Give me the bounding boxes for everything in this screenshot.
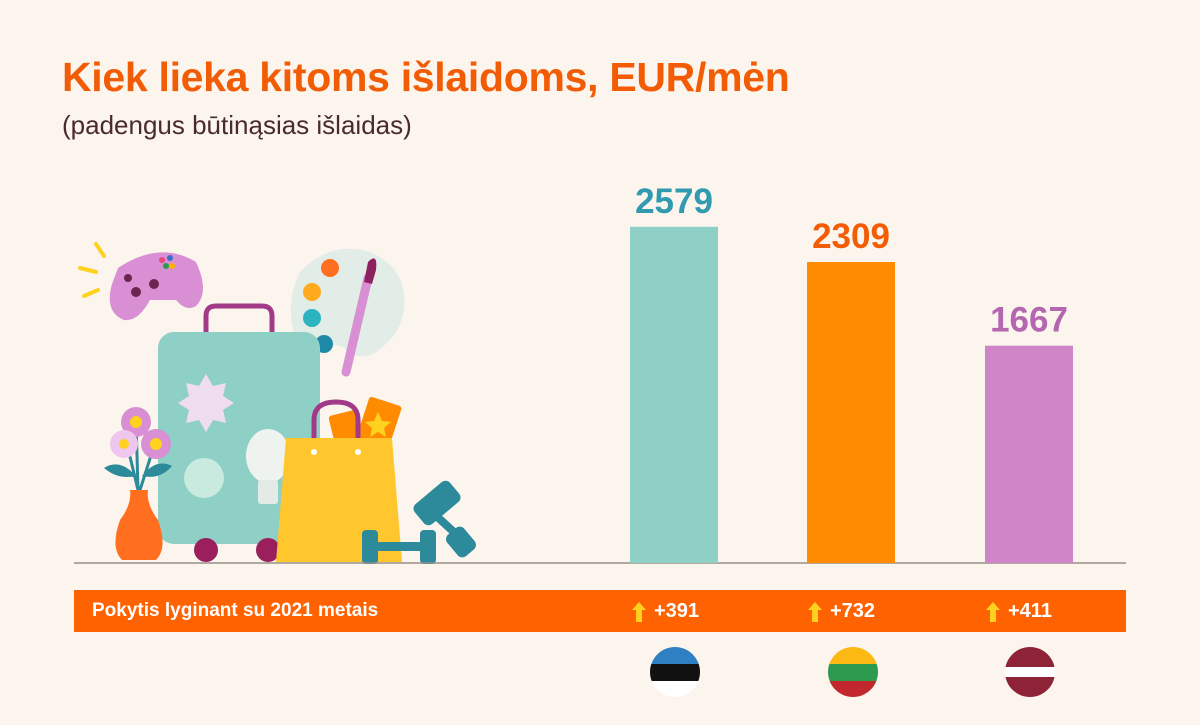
change-value-text: +732 [830, 600, 876, 622]
change-value-3: +411 [986, 590, 1052, 632]
bar-chart: 2579 2309 1667 [74, 182, 1126, 564]
dumbbells-icon [362, 480, 476, 564]
change-value-2: +732 [808, 590, 875, 632]
bar-lt [807, 261, 895, 563]
game-controller-icon [78, 242, 203, 321]
arrow-up-icon [808, 601, 822, 622]
arrow-up-icon [986, 601, 1000, 622]
latvia-flag-icon [1005, 647, 1055, 697]
estonia-flag-icon [650, 647, 700, 697]
bar-value-label: 2579 [635, 182, 713, 221]
change-band-label: Pokytis lyginant su 2021 metais [92, 600, 379, 621]
flower-vase-icon [104, 407, 172, 560]
leisure-items-illustration [78, 242, 476, 564]
light-bulb-icon [246, 429, 290, 504]
change-value-text: +411 [1008, 600, 1052, 622]
suitcase-icon [158, 303, 320, 562]
change-value-1: +391 [632, 590, 699, 632]
bar-value-label: 1667 [990, 301, 1068, 340]
chart-title: Kiek lieka kitoms išlaidoms, EUR/mėn [62, 54, 790, 100]
lithuania-flag-icon [828, 647, 878, 697]
chart-bars: 2579 2309 1667 [630, 182, 1073, 563]
bar-lv [985, 345, 1073, 563]
arrow-up-icon [632, 601, 646, 622]
chart-subtitle: (padengus būtinąsias išlaidas) [62, 110, 412, 140]
change-value-text: +391 [654, 600, 700, 622]
bar-ee [630, 226, 718, 563]
bar-value-label: 2309 [812, 217, 890, 256]
change-band: Pokytis lyginant su 2021 metais +391 +73… [74, 590, 1126, 632]
